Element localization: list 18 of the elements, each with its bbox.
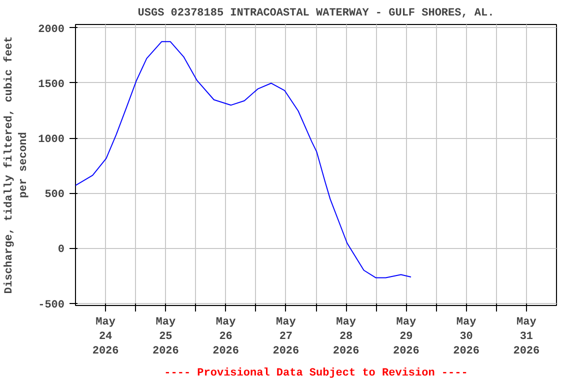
text: ---- Provisional Data Subject to Revision ---- — [164, 368, 468, 380]
x-tick-label: May 30 2026 — [453, 316, 480, 358]
chart-title: USGS 02378185 INTRACOASTAL WATERWAY - GULF SHORES, AL. — [138, 8, 494, 20]
y-axis-title: Discharge, tidally filtered, cubic feet per second — [2, 36, 30, 294]
x-tick-label: May 28 2026 — [332, 316, 360, 358]
x-tick-label: May 27 2026 — [272, 316, 300, 358]
x-tick-label: May 29 2026 — [392, 316, 420, 358]
x-tick-label: May 26 2026 — [212, 316, 240, 358]
y-tick-label: 1500 — [38, 78, 64, 91]
y-tick-label: 1000 — [38, 134, 64, 146]
y-tick-label: -500 — [38, 299, 64, 312]
y-tick-label: 0 — [58, 244, 65, 256]
y-tick-label: 500 — [44, 189, 65, 202]
y-tick-label: 2000 — [38, 24, 64, 36]
line-series — [76, 41, 412, 278]
x-tick-label: May 24 2026 — [92, 316, 119, 358]
x-tick-label: May 25 2026 — [152, 316, 179, 358]
x-tick-label: May 31 2026 — [513, 316, 540, 358]
